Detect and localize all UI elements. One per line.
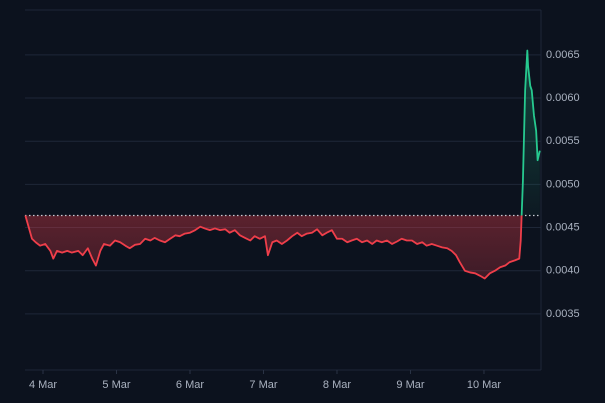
baseline-area <box>25 50 540 279</box>
x-tick-label: 6 Mar <box>176 379 204 391</box>
x-tick-label: 10 Mar <box>467 379 502 391</box>
x-tick-label: 4 Mar <box>29 379 57 391</box>
x-tick-label: 7 Mar <box>249 379 277 391</box>
y-tick-label: 0.0050 <box>546 178 580 190</box>
y-tick-label: 0.0040 <box>546 265 580 277</box>
y-tick-label: 0.0060 <box>546 92 580 104</box>
x-tick-label: 5 Mar <box>102 379 130 391</box>
y-tick-label: 0.0035 <box>546 308 580 320</box>
y-tick-label: 0.0045 <box>546 221 580 233</box>
y-tick-label: 0.0055 <box>546 135 580 147</box>
x-tick-label: 9 Mar <box>396 379 424 391</box>
y-tick-label: 0.0065 <box>546 49 580 61</box>
price-line <box>24 49 541 280</box>
x-tick-label: 8 Mar <box>323 379 351 391</box>
